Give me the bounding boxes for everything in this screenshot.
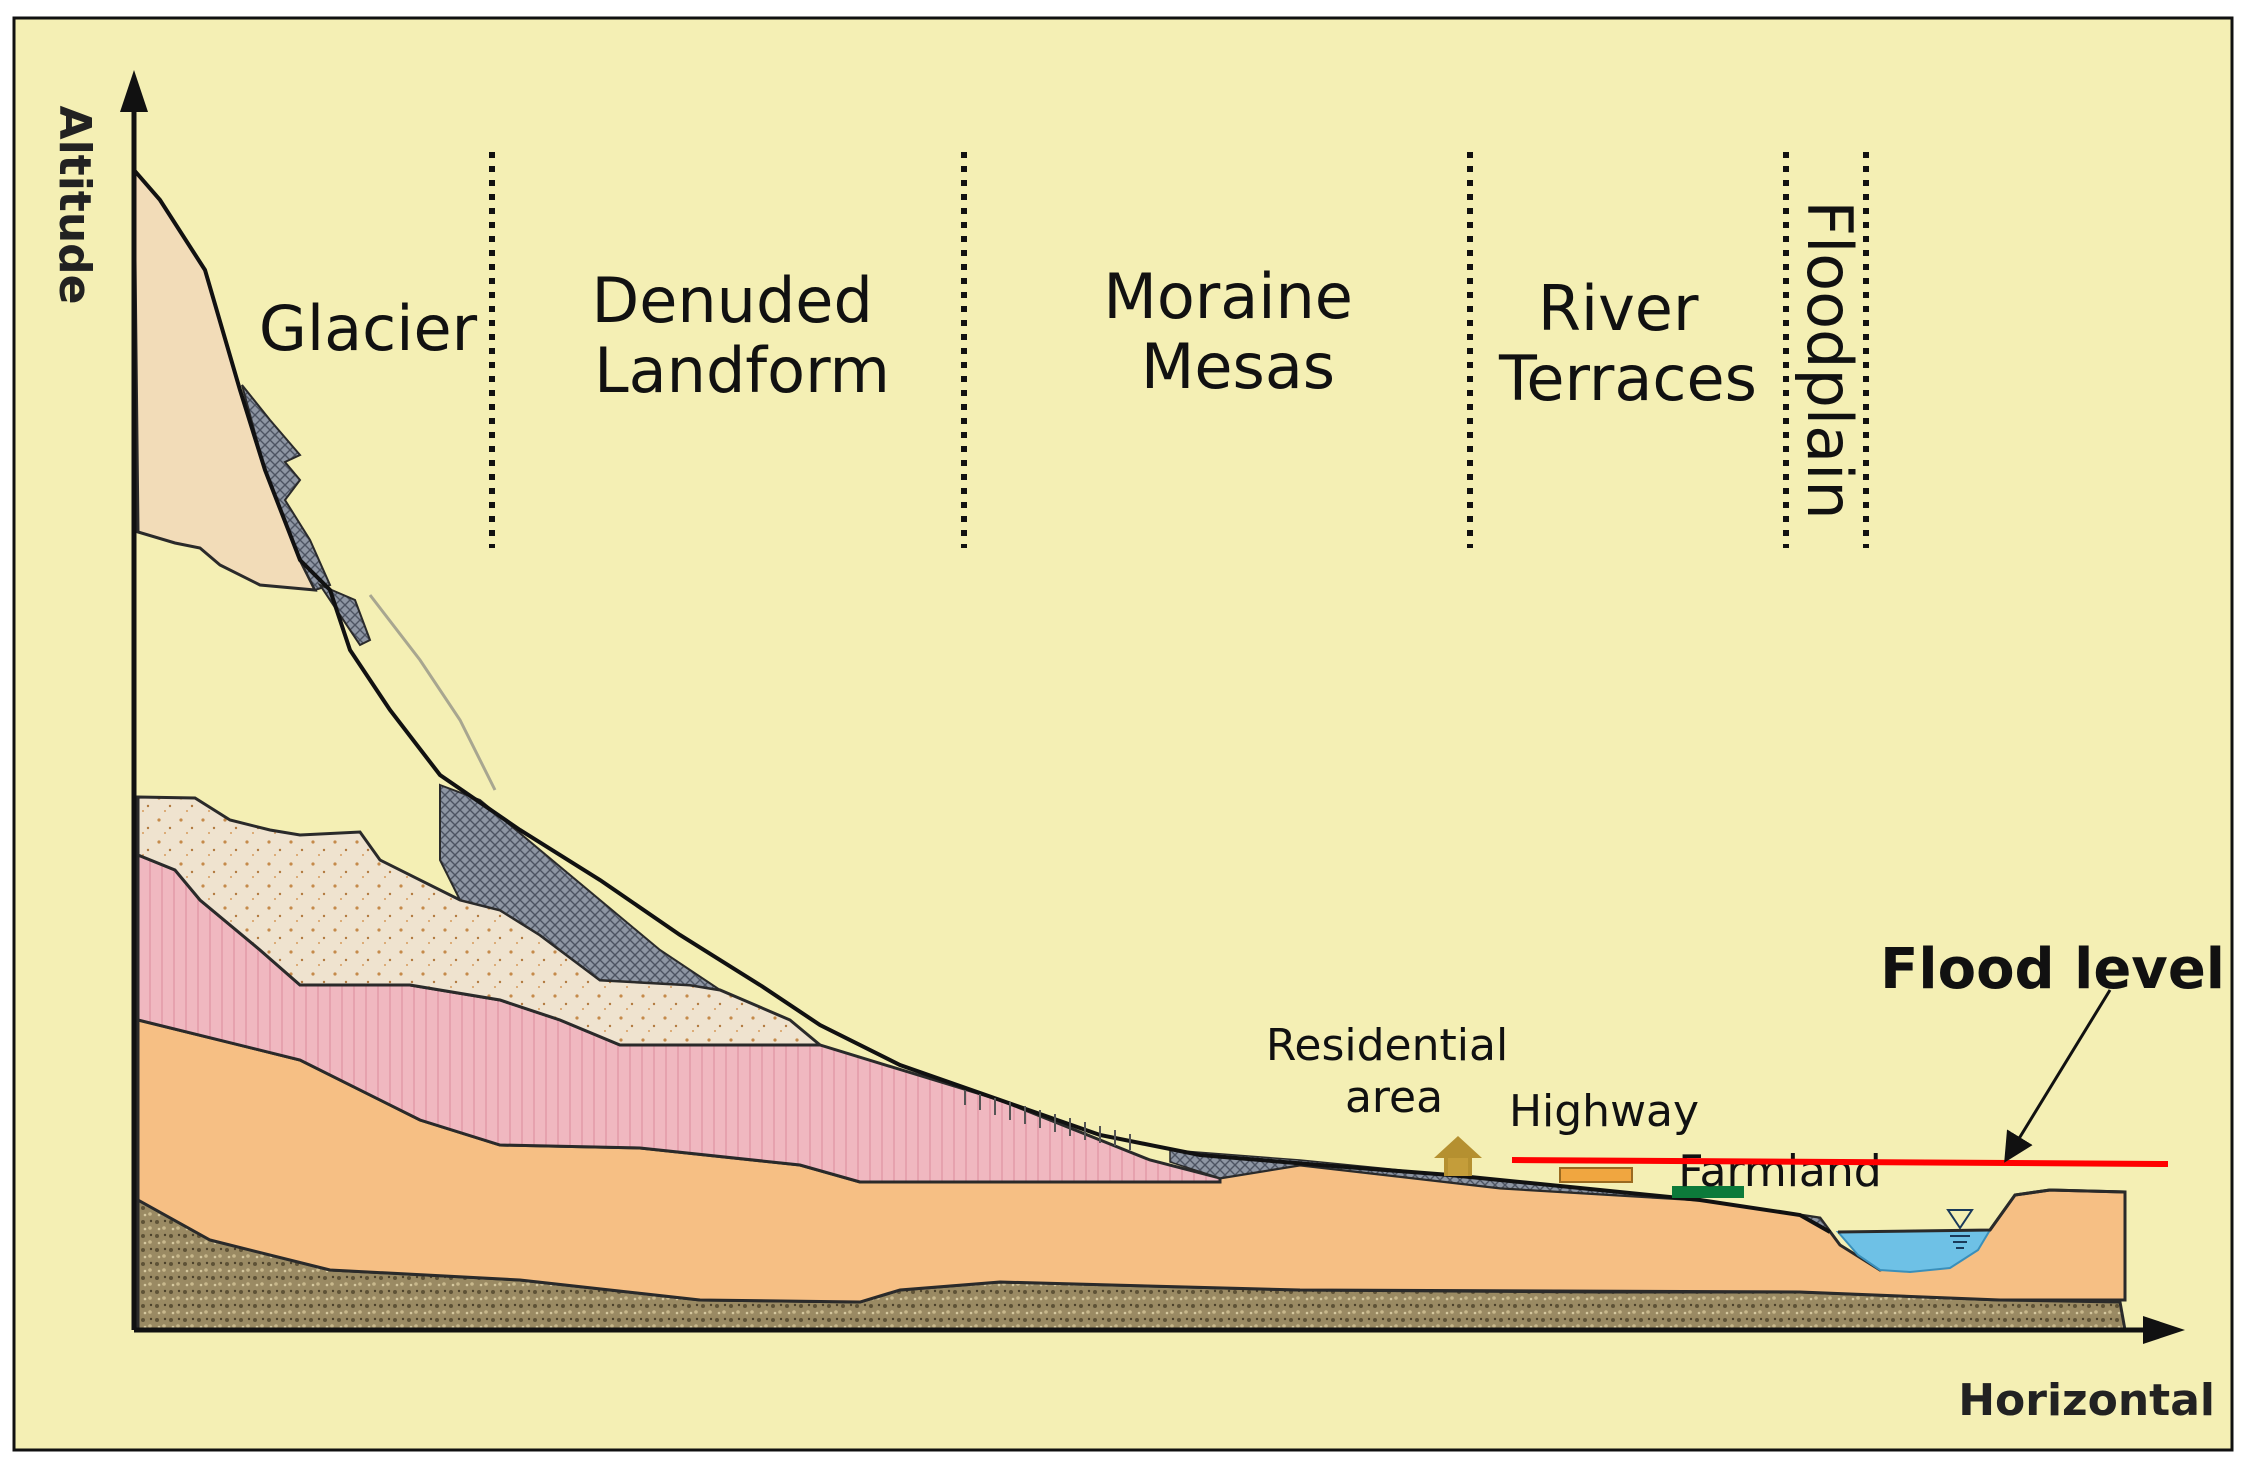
flood-level-line	[1511, 1157, 2169, 1167]
zone-label-floodplain: Floodplain	[1793, 200, 1866, 519]
residential-icon	[1434, 1136, 1482, 1176]
farmland-icon	[1672, 1186, 1744, 1198]
zone-label-moraine: Moraine Mesas	[1103, 260, 1372, 403]
zone-label-denuded: Denuded Landform	[591, 264, 892, 407]
slope-ticks	[964, 1090, 1131, 1150]
x-axis-arrow-icon	[2143, 1316, 2185, 1344]
y-axis-arrow-icon	[120, 70, 148, 112]
residential-area-label: Residential area	[1266, 1020, 1522, 1123]
zone-dividers	[489, 152, 1869, 548]
glacier-flow-line	[368, 594, 497, 791]
zone-label-glacier: Glacier	[259, 292, 478, 365]
highway-label: Highway	[1509, 1086, 1699, 1137]
water-level-icon	[1946, 1209, 1974, 1249]
farmland-label: Farmland	[1678, 1146, 1881, 1197]
highway-icon	[1559, 1167, 1633, 1183]
flood-level-pointer	[2004, 989, 2112, 1163]
flood-level-label: Flood level	[1880, 937, 2225, 1002]
x-axis-label: Horizontal	[1958, 1375, 2215, 1426]
river-bank	[1837, 1188, 2126, 1234]
y-axis-label: Altitude	[49, 106, 100, 305]
zone-label-terraces: River Terraces	[1498, 272, 1757, 415]
river-water	[1835, 1228, 1992, 1274]
slope-debris	[439, 783, 721, 991]
